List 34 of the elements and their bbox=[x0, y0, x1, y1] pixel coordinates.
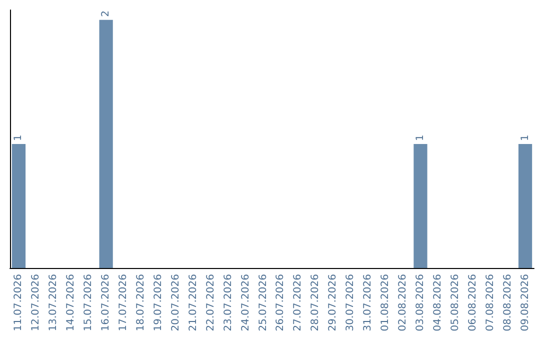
x-tick-label: 27.07.2026 bbox=[292, 274, 304, 332]
x-tick-label: 21.07.2026 bbox=[188, 274, 199, 332]
x-tick-label: 31.07.2026 bbox=[362, 274, 374, 332]
x-tick-label: 24.07.2026 bbox=[240, 274, 252, 332]
x-tick-label: 02.08.2026 bbox=[398, 274, 408, 332]
x-tick-label: 09.08.2026 bbox=[520, 274, 531, 332]
x-tick-label: 12.07.2026 bbox=[30, 274, 42, 332]
x-tick-label: 01.08.2026 bbox=[380, 274, 392, 332]
data-label: 1 bbox=[13, 134, 24, 141]
x-tick-label: 29.07.2026 bbox=[328, 274, 339, 332]
x-tick-label: 28.07.2026 bbox=[310, 274, 322, 332]
x-tick-label: 08.08.2026 bbox=[502, 274, 514, 332]
x-tick-label: 30.07.2026 bbox=[345, 274, 356, 332]
x-tick-label: 11.07.2026 bbox=[13, 274, 24, 332]
x-tick-label: 22.07.2026 bbox=[205, 274, 216, 332]
x-tick-label: 23.07.2026 bbox=[222, 274, 234, 332]
x-tick-label: 13.07.2026 bbox=[48, 274, 60, 332]
x-tick-label: 15.07.2026 bbox=[83, 274, 94, 332]
x-tick-label: 25.07.2026 bbox=[258, 274, 269, 332]
x-tick-label: 07.08.2026 bbox=[484, 274, 496, 332]
x-tick-label: 03.08.2026 bbox=[414, 274, 426, 332]
x-tick-label: 04.08.2026 bbox=[432, 274, 444, 332]
x-tick-label: 20.07.2026 bbox=[170, 274, 182, 332]
x-tick-label: 18.07.2026 bbox=[136, 274, 146, 332]
data-label: 1 bbox=[520, 134, 531, 141]
x-tick-label: 05.08.2026 bbox=[450, 274, 461, 332]
x-tick-label: 06.08.2026 bbox=[467, 274, 478, 332]
x-tick-label: 17.07.2026 bbox=[118, 274, 130, 332]
x-tick-label: 26.07.2026 bbox=[275, 274, 286, 332]
x-tick-label: 16.07.2026 bbox=[100, 274, 112, 332]
data-label: 2 bbox=[100, 10, 112, 17]
x-tick-label: 19.07.2026 bbox=[152, 274, 164, 332]
data-label: 1 bbox=[414, 134, 426, 141]
x-tick-label: 14.07.2026 bbox=[66, 274, 77, 332]
